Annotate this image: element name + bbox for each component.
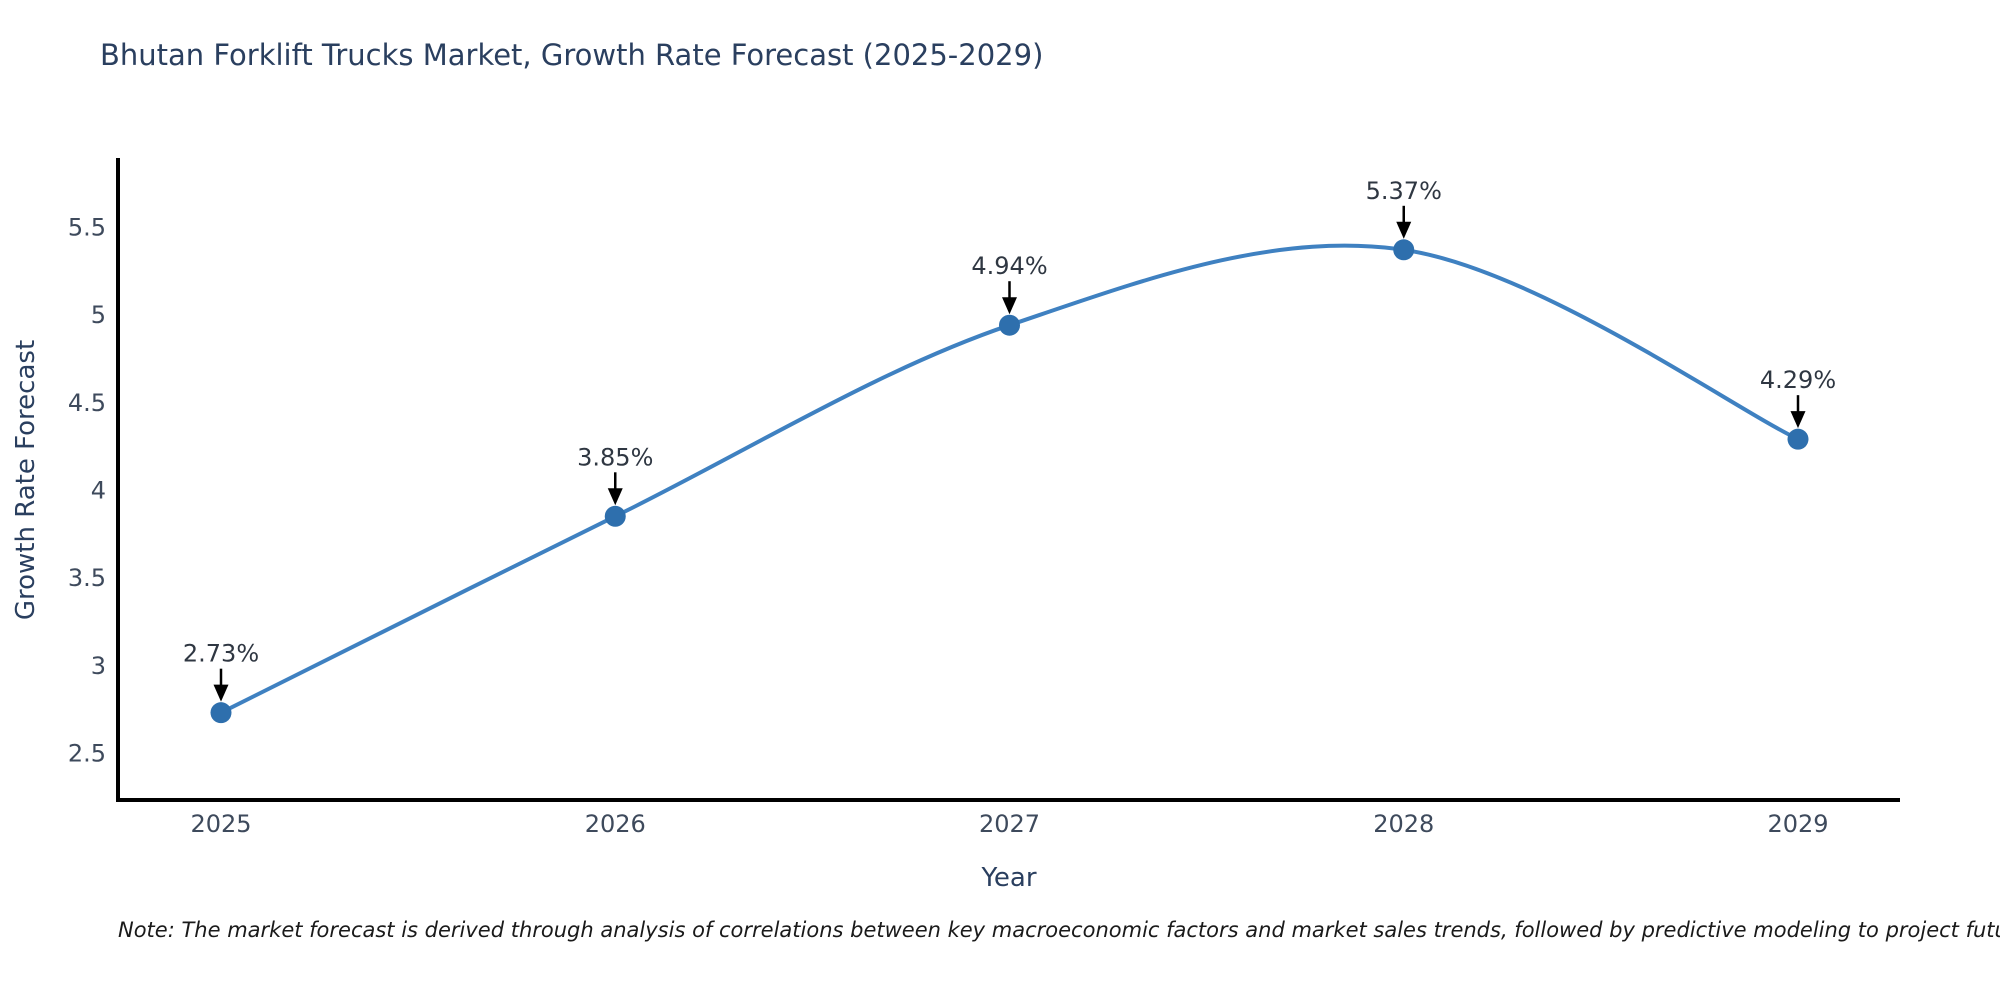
data-point-marker [1787, 428, 1809, 450]
data-point-marker [999, 314, 1020, 336]
data-point-marker [604, 505, 626, 527]
y-axis-title: Growth Rate Forecast [11, 340, 41, 620]
annotation-arrow-head [1396, 221, 1412, 239]
y-tick-label: 3 [91, 652, 106, 680]
footnote: Note: The market forecast is derived thr… [118, 918, 2000, 942]
y-tick-label: 4 [91, 477, 106, 505]
x-tick-label: 2026 [585, 810, 646, 838]
data-point-marker [1393, 239, 1415, 261]
annotation-arrow-head [1002, 297, 1017, 315]
data-point-marker [210, 702, 232, 724]
data-point-label: 3.85% [577, 443, 653, 471]
annotation-arrow-head [1790, 411, 1806, 429]
x-tick-label: 2027 [979, 810, 1040, 838]
data-point-label: 4.94% [971, 252, 1047, 280]
y-tick-label: 5.5 [68, 214, 106, 242]
y-tick-label: 3.5 [68, 564, 106, 592]
data-point-label: 5.37% [1366, 177, 1442, 205]
annotation-arrow-head [213, 684, 229, 702]
chart-title: Bhutan Forklift Trucks Market, Growth Ra… [100, 38, 1044, 72]
data-point-label: 4.29% [1760, 366, 1836, 394]
y-tick-label: 4.5 [68, 389, 106, 417]
y-tick-label: 2.5 [68, 740, 106, 768]
x-tick-label: 2028 [1373, 810, 1434, 838]
x-axis-title: Year [980, 863, 1036, 893]
annotation-arrow-head [607, 488, 623, 506]
x-tick-label: 2025 [190, 810, 251, 838]
y-tick-label: 5 [91, 301, 106, 329]
x-tick-label: 2029 [1767, 810, 1828, 838]
data-point-label: 2.73% [183, 640, 259, 668]
